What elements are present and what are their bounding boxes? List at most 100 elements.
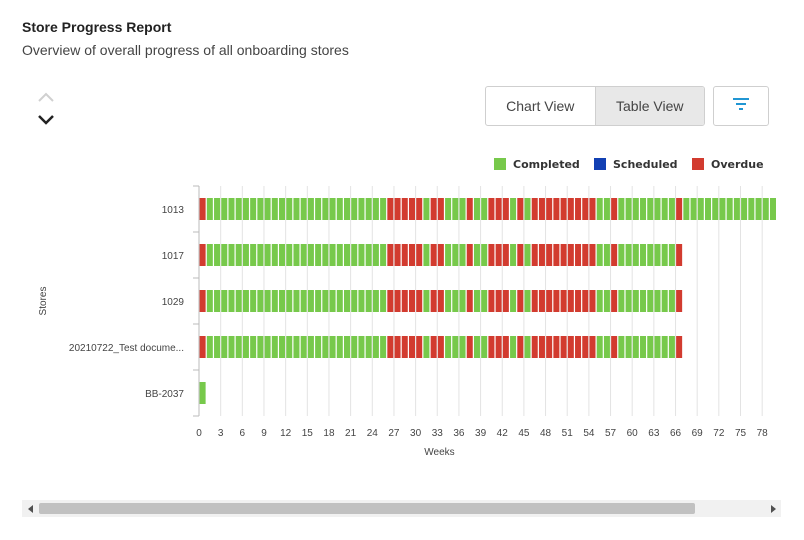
bar-segment-completed	[351, 290, 358, 312]
bar-segment-completed	[336, 336, 343, 358]
y-axis-label: Stores	[38, 287, 49, 316]
chart-view-button[interactable]: Chart View	[506, 98, 575, 114]
bar-segment-completed	[640, 198, 647, 220]
bar-segment-completed	[344, 244, 351, 266]
bar-segment-completed	[271, 336, 278, 358]
bar-segment-completed	[286, 336, 293, 358]
bar-segment-completed	[286, 244, 293, 266]
scrollbar-thumb[interactable]	[39, 503, 695, 514]
bar-segment-overdue	[394, 198, 401, 220]
bar-segment-overdue	[553, 336, 560, 358]
bar-segment-overdue	[466, 244, 473, 266]
bar-segment-completed	[524, 244, 531, 266]
bar-segment-overdue	[560, 336, 567, 358]
bar-segment-completed	[365, 244, 372, 266]
bar-segment-completed	[632, 198, 639, 220]
chevron-down-icon[interactable]	[36, 113, 56, 127]
bar-segment-overdue	[430, 244, 437, 266]
bar-segment-completed	[264, 290, 271, 312]
bar-segment-completed	[336, 290, 343, 312]
bar-segment-completed	[473, 290, 480, 312]
bar-segment-overdue	[575, 198, 582, 220]
bar-segment-completed	[640, 244, 647, 266]
bar-segment-overdue	[589, 198, 596, 220]
bar-segment-completed	[300, 244, 307, 266]
store-label[interactable]: 20210722_Test docume...	[69, 343, 184, 354]
scroll-left-icon[interactable]	[22, 500, 39, 517]
store-label[interactable]: 1029	[162, 297, 185, 308]
store-progress-chart: 1013 1017 1029 20210722_Test docume... BB-20…	[38, 158, 776, 458]
horizontal-scrollbar[interactable]	[22, 500, 781, 517]
bar-segment-completed	[228, 198, 235, 220]
x-tick-label: 6	[240, 428, 246, 439]
x-tick-label: 69	[692, 428, 704, 439]
bar-segment-completed	[214, 336, 221, 358]
bar-segment-completed	[315, 290, 322, 312]
bar-segment-overdue	[401, 198, 408, 220]
bar-segment-overdue	[401, 336, 408, 358]
x-tick-label: 36	[453, 428, 465, 439]
bar-segment-completed	[762, 198, 769, 220]
bar-segment-overdue	[546, 244, 553, 266]
bar-segment-completed	[683, 198, 690, 220]
bar-segment-completed	[322, 290, 329, 312]
bar-segment-completed	[596, 336, 603, 358]
x-tick-label: 3	[218, 428, 224, 439]
bar-segment-completed	[329, 244, 336, 266]
filter-button[interactable]	[713, 86, 769, 126]
bar-segment-overdue	[408, 336, 415, 358]
x-tick-label: 42	[497, 428, 509, 439]
bar-segment-completed	[365, 336, 372, 358]
bar-segment-overdue	[488, 198, 495, 220]
bar-segment-completed	[235, 244, 242, 266]
x-tick-label: 0	[196, 428, 202, 439]
bar-segment-completed	[322, 244, 329, 266]
bar-segment-completed	[625, 198, 632, 220]
bar-segment-overdue	[611, 244, 618, 266]
chevron-up-icon[interactable]	[36, 90, 56, 104]
bar-segment-completed	[257, 336, 264, 358]
bar-segment-overdue	[437, 290, 444, 312]
bar-segment-completed	[372, 290, 379, 312]
filter-icon	[732, 97, 750, 116]
x-tick-label: 30	[410, 428, 422, 439]
bar-segment-completed	[300, 336, 307, 358]
bar-segment-completed	[380, 198, 387, 220]
bar-segment-completed	[712, 198, 719, 220]
bar-segment-overdue	[502, 290, 509, 312]
scroll-right-icon[interactable]	[764, 500, 781, 517]
bar-segment-completed	[459, 244, 466, 266]
bar-segment-completed	[250, 244, 257, 266]
bar-segment-completed	[603, 290, 610, 312]
store-label[interactable]: 1013	[162, 205, 185, 216]
bar-segment-overdue	[567, 244, 574, 266]
x-tick-label: 48	[540, 428, 552, 439]
bar-segment-completed	[206, 290, 213, 312]
bar-segment-overdue	[546, 198, 553, 220]
x-tick-label: 45	[518, 428, 530, 439]
bar-segment-completed	[380, 290, 387, 312]
bar-segment-completed	[307, 198, 314, 220]
bar-segment-overdue	[437, 244, 444, 266]
store-label[interactable]: 1017	[162, 251, 185, 262]
bar-segment-completed	[459, 198, 466, 220]
bar-segment-completed	[358, 336, 365, 358]
bar-segment-completed	[199, 382, 206, 404]
x-tick-label: 78	[757, 428, 769, 439]
bar-segment-completed	[726, 198, 733, 220]
legend-label-overdue: Overdue	[711, 158, 764, 171]
bar-segment-overdue	[416, 244, 423, 266]
bar-segment-completed	[307, 244, 314, 266]
bar-segment-completed	[481, 244, 488, 266]
bar-segment-completed	[358, 290, 365, 312]
bar-segment-completed	[293, 290, 300, 312]
store-label[interactable]: BB-2037	[145, 389, 184, 400]
bar-segment-completed	[481, 336, 488, 358]
bar-segment-overdue	[430, 290, 437, 312]
table-view-button[interactable]: Table View	[594, 87, 704, 125]
bar-segment-completed	[697, 198, 704, 220]
bar-segment-completed	[445, 244, 452, 266]
bar-segment-overdue	[408, 290, 415, 312]
bar-segment-completed	[242, 198, 249, 220]
bar-segment-overdue	[488, 244, 495, 266]
